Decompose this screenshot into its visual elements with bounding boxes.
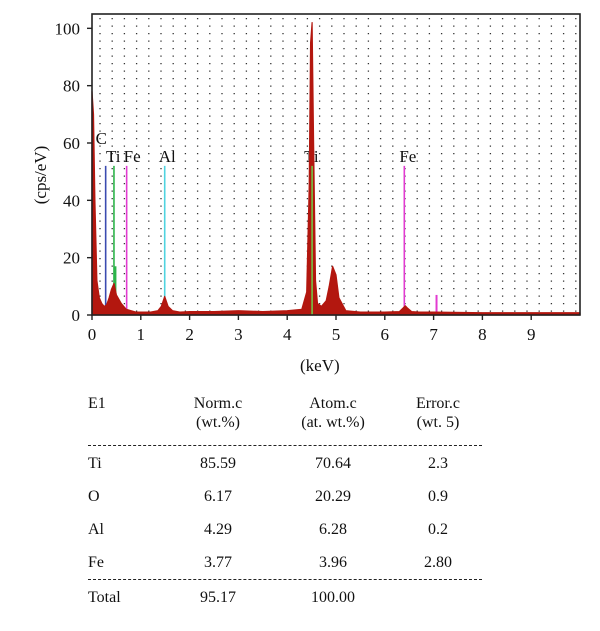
y-tick-label: 20: [63, 249, 80, 268]
x-tick-label: 8: [478, 325, 487, 344]
y-tick-label: 100: [55, 19, 81, 38]
total-divider: [88, 579, 482, 580]
header-element: E1: [88, 395, 106, 412]
table-row: Al 4.29 6.28 0.2: [88, 521, 488, 543]
marker-label: Fe: [124, 147, 141, 166]
header-error: Error.c: [416, 395, 460, 412]
x-tick-label: 0: [88, 325, 97, 344]
cell-norm: 85.59: [200, 455, 236, 472]
table-total-row: Total 95.17 100.00: [88, 589, 488, 611]
spectrum-area: [91, 22, 581, 316]
marker-label: Fe: [399, 147, 416, 166]
marker-label: Al: [159, 147, 176, 166]
marker-label: Ti: [106, 147, 121, 166]
table-header-row-2: (wt.%) (at. wt.%) (wt. 5): [88, 414, 488, 436]
table-header-row-1: E1 Norm.c Atom.c Error.c: [88, 395, 488, 417]
y-tick-label: 60: [63, 134, 80, 153]
cell-total-atom: 100.00: [311, 589, 355, 606]
x-tick-label: 2: [185, 325, 194, 344]
y-tick-label: 0: [72, 306, 81, 325]
x-tick-label: 4: [283, 325, 292, 344]
x-tick-label: 7: [429, 325, 438, 344]
cell-total-norm: 95.17: [200, 589, 236, 606]
cell-error: 2.80: [424, 554, 452, 571]
cell-total-label: Total: [88, 589, 121, 606]
table-row: O 6.17 20.29 0.9: [88, 488, 488, 510]
marker-label: C: [96, 129, 107, 148]
y-axis-ticks: 0 20 40 60 80 100: [55, 19, 92, 325]
x-axis-ticks: 0 1 2 3 4 5 6 7 8 9: [88, 315, 536, 344]
cell-atom: 3.96: [319, 554, 347, 571]
cell-norm: 4.29: [204, 521, 232, 538]
cell-error: 0.2: [428, 521, 448, 538]
cell-error: 0.9: [428, 488, 448, 505]
header-error-unit: (wt. 5): [416, 414, 460, 431]
cell-norm: 3.77: [204, 554, 232, 571]
cell-element: Al: [88, 521, 104, 538]
header-norm: Norm.c: [193, 395, 243, 412]
cell-norm: 6.17: [204, 488, 232, 505]
element-markers: CTiFeAlTiFe: [96, 129, 438, 315]
y-tick-label: 80: [63, 77, 80, 96]
x-tick-label: 9: [527, 325, 536, 344]
table-row: Fe 3.77 3.96 2.80: [88, 554, 488, 576]
cell-element: Ti: [88, 455, 102, 472]
spectrum-series: [91, 22, 581, 316]
header-atom: Atom.c: [309, 395, 357, 412]
cell-error: 2.3: [428, 455, 448, 472]
x-axis-title: (keV): [300, 356, 340, 375]
header-norm-unit: (wt.%): [196, 414, 240, 431]
header-divider: [88, 445, 482, 446]
x-tick-label: 6: [381, 325, 390, 344]
header-atom-unit: (at. wt.%): [301, 414, 365, 431]
cell-element: O: [88, 488, 100, 505]
cell-element: Fe: [88, 554, 104, 571]
cell-atom: 6.28: [319, 521, 347, 538]
cell-atom: 20.29: [315, 488, 351, 505]
table-row: Ti 85.59 70.64 2.3: [88, 455, 488, 477]
x-tick-label: 1: [137, 325, 146, 344]
x-tick-label: 3: [234, 325, 243, 344]
y-axis-title: (cps/eV): [31, 145, 50, 205]
y-tick-label: 40: [63, 191, 80, 210]
x-tick-label: 5: [332, 325, 341, 344]
cell-atom: 70.64: [315, 455, 351, 472]
